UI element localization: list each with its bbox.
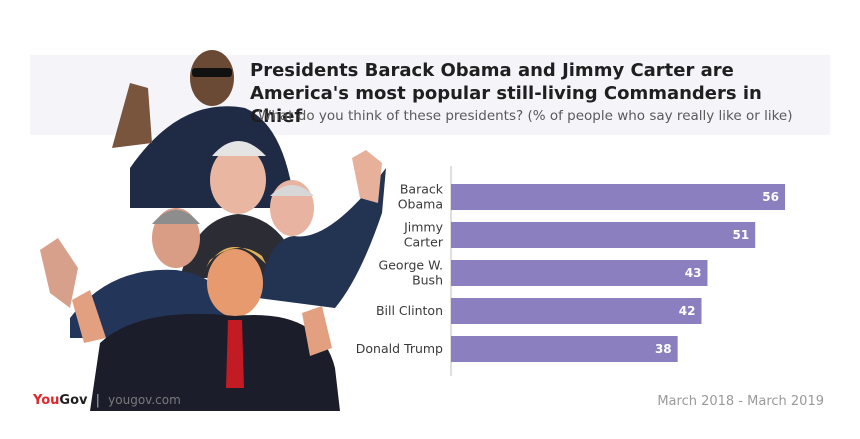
yougov-logo: YouGov | yougov.com [33,393,181,408]
chart-bar-0 [451,184,785,210]
chart-value-label-0: 56 [762,190,779,204]
chart-bar-1 [451,222,756,248]
chart-bar-4 [451,336,678,362]
logo-you-text: You [33,393,60,408]
chart-category-label-0-0: Barack [400,182,444,197]
logo-gov-text: Gov [59,393,88,408]
chart-category-label-4-0: Donald Trump [356,341,443,356]
chart-value-label-3: 42 [679,304,696,318]
date-range: March 2018 - March 2019 [657,394,824,409]
chart-category-label-1-0: Jimmy [403,220,444,235]
chart-title: Presidents Barack Obama and Jimmy Carter… [250,60,762,127]
chart-value-label-2: 43 [685,266,702,280]
presidents-photo-illustration [40,50,386,411]
chart-category-label-0-1: Obama [398,197,443,212]
chart-value-label-4: 38 [655,342,672,356]
chart-category-label-2-0: George W. [379,258,443,273]
chart-category-label-2-1: Bush [412,273,443,288]
chart-subtitle: What do you think of these presidents? (… [258,108,793,124]
chart-value-label-1: 51 [732,228,749,242]
presidents-photo [30,38,390,411]
logo-url: yougov.com [108,393,181,407]
logo-separator: | [95,393,101,408]
header-band [30,55,830,135]
chart-category-label-3-0: Bill Clinton [376,303,443,318]
chart-category-label-1-1: Carter [404,235,444,250]
chart-bar-3 [451,298,702,324]
chart-bar-2 [451,260,708,286]
